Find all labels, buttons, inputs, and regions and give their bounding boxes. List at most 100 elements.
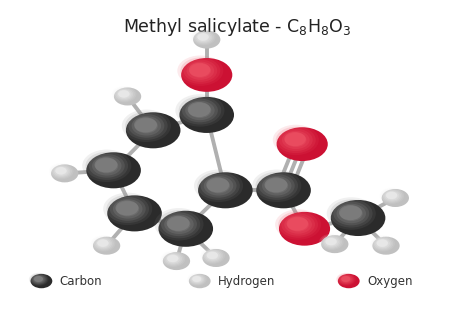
Circle shape	[191, 275, 203, 283]
Circle shape	[189, 63, 210, 77]
Circle shape	[163, 252, 184, 266]
Circle shape	[164, 253, 182, 265]
Circle shape	[190, 275, 204, 284]
Circle shape	[377, 240, 388, 247]
Circle shape	[196, 33, 210, 42]
Circle shape	[324, 237, 339, 247]
Circle shape	[55, 167, 67, 175]
Circle shape	[276, 127, 316, 153]
Circle shape	[51, 164, 78, 182]
Circle shape	[161, 212, 197, 236]
Circle shape	[187, 62, 214, 80]
Circle shape	[31, 275, 46, 284]
Circle shape	[285, 133, 307, 147]
Circle shape	[164, 215, 194, 234]
Circle shape	[114, 88, 141, 106]
Circle shape	[373, 237, 400, 255]
Circle shape	[182, 99, 218, 122]
Circle shape	[192, 276, 201, 282]
Circle shape	[194, 170, 243, 202]
Circle shape	[259, 174, 295, 198]
Circle shape	[33, 275, 45, 283]
Circle shape	[386, 191, 397, 199]
Circle shape	[197, 33, 209, 41]
Circle shape	[287, 217, 309, 232]
Circle shape	[181, 58, 232, 92]
Circle shape	[155, 208, 203, 240]
Circle shape	[376, 239, 388, 247]
Circle shape	[337, 274, 355, 285]
Circle shape	[94, 157, 118, 173]
Circle shape	[193, 31, 220, 49]
Circle shape	[325, 238, 337, 245]
Circle shape	[109, 197, 146, 221]
Circle shape	[207, 178, 230, 193]
Circle shape	[177, 56, 223, 86]
Circle shape	[340, 206, 363, 221]
Circle shape	[175, 94, 225, 127]
Circle shape	[187, 273, 207, 286]
Circle shape	[167, 255, 179, 263]
Circle shape	[322, 236, 340, 248]
Circle shape	[92, 236, 114, 251]
Circle shape	[202, 249, 230, 267]
Circle shape	[264, 177, 287, 192]
Circle shape	[122, 110, 171, 142]
Circle shape	[158, 211, 213, 247]
Circle shape	[194, 31, 212, 43]
Circle shape	[204, 250, 222, 262]
Circle shape	[167, 255, 178, 262]
Circle shape	[98, 240, 109, 247]
Circle shape	[201, 248, 225, 264]
Circle shape	[205, 251, 220, 261]
Circle shape	[330, 199, 373, 228]
Circle shape	[89, 154, 125, 178]
Circle shape	[163, 252, 190, 270]
Circle shape	[116, 201, 139, 216]
Circle shape	[179, 96, 221, 125]
Circle shape	[337, 204, 366, 223]
Circle shape	[375, 239, 390, 248]
Circle shape	[191, 29, 216, 46]
Circle shape	[95, 158, 118, 173]
Circle shape	[134, 117, 157, 132]
Circle shape	[207, 252, 218, 259]
Circle shape	[327, 197, 376, 230]
Circle shape	[198, 33, 209, 41]
Circle shape	[118, 90, 129, 98]
Circle shape	[113, 199, 143, 219]
Circle shape	[126, 112, 181, 148]
Circle shape	[384, 191, 399, 201]
Circle shape	[252, 170, 301, 202]
Circle shape	[85, 152, 128, 180]
Circle shape	[188, 102, 210, 117]
Circle shape	[370, 235, 395, 252]
Circle shape	[91, 235, 116, 252]
Circle shape	[319, 234, 344, 250]
Text: Hydrogen: Hydrogen	[218, 275, 275, 288]
Circle shape	[386, 192, 398, 199]
Circle shape	[167, 216, 190, 231]
Circle shape	[265, 178, 288, 193]
Text: Carbon: Carbon	[60, 275, 102, 288]
Circle shape	[207, 252, 219, 259]
Circle shape	[34, 276, 43, 282]
Circle shape	[185, 101, 215, 120]
Circle shape	[279, 212, 330, 246]
Circle shape	[278, 211, 318, 238]
Circle shape	[118, 90, 130, 98]
Circle shape	[382, 189, 409, 207]
Circle shape	[51, 164, 72, 178]
Circle shape	[374, 238, 392, 249]
Circle shape	[192, 276, 201, 282]
Circle shape	[256, 172, 311, 208]
Circle shape	[192, 30, 214, 44]
Circle shape	[128, 114, 164, 138]
Circle shape	[277, 127, 328, 161]
Circle shape	[339, 205, 362, 220]
Circle shape	[93, 237, 120, 255]
Circle shape	[115, 88, 133, 100]
Circle shape	[279, 129, 313, 151]
Circle shape	[135, 118, 158, 133]
Circle shape	[255, 172, 298, 200]
